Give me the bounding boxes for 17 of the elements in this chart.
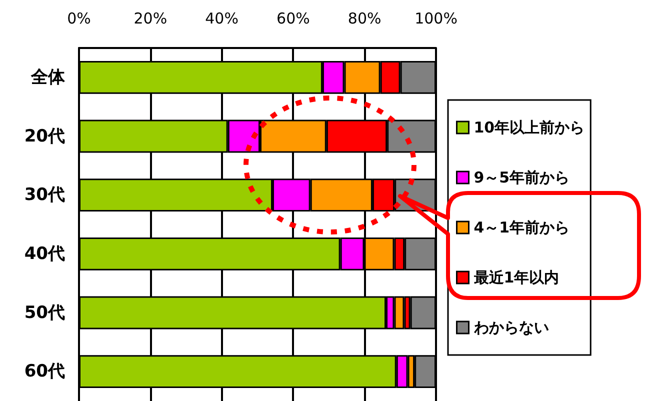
y-tick-label: 50代 <box>24 302 65 323</box>
y-tick-label: 60代 <box>24 362 65 382</box>
y-tick-label: 20代 <box>24 126 65 146</box>
y-tick-label: 全体 <box>30 67 66 88</box>
legend-label: 4～1年前から <box>474 218 570 236</box>
x-tick-label: 60% <box>276 10 310 28</box>
x-tick-label: 100% <box>414 10 458 28</box>
legend-label: 最近1年以内 <box>472 268 560 286</box>
legend-label: わからない <box>472 318 549 336</box>
x-tick-label: 80% <box>348 10 382 28</box>
y-tick-label: 40代 <box>24 244 65 264</box>
x-tick-label: 20% <box>134 10 168 28</box>
x-tick-label: 0% <box>67 10 91 28</box>
legend-label: 10年以上前から <box>474 118 585 136</box>
x-tick-label: 40% <box>205 10 238 28</box>
legend-label: 9～5年前から <box>474 168 570 186</box>
y-tick-label: 30代 <box>24 185 65 206</box>
